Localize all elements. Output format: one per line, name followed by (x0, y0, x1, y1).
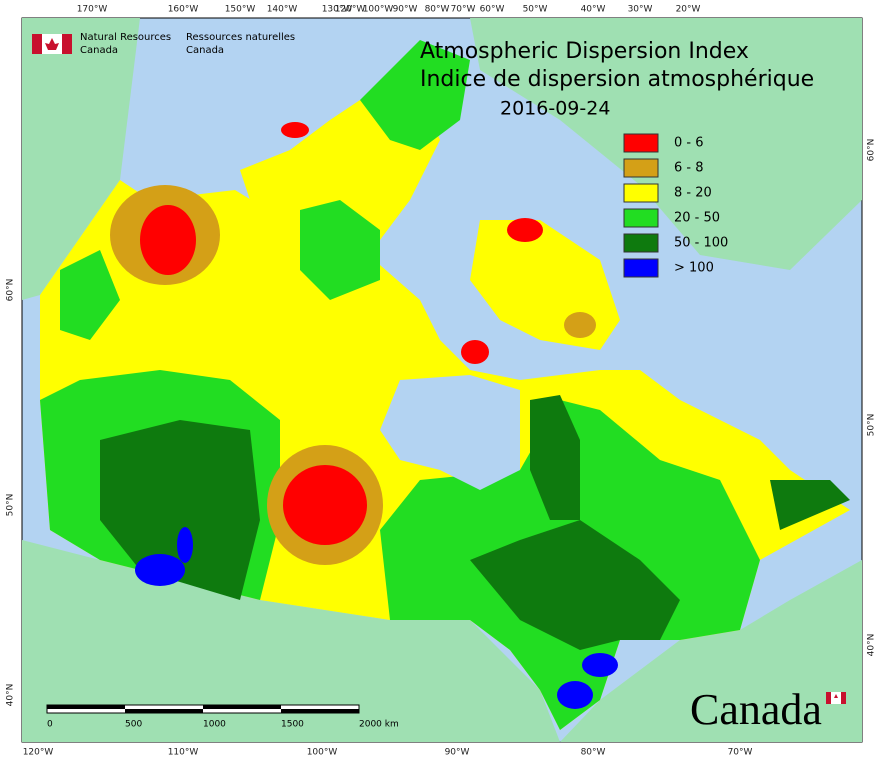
scale-label: 1500 (281, 720, 304, 730)
red-zone (281, 122, 309, 138)
legend-label: > 100 (674, 261, 714, 276)
legend-label: 0 - 6 (674, 136, 704, 151)
legend-swatch (623, 233, 659, 253)
red-zone (507, 218, 543, 242)
longitude-label: 110°W (168, 748, 199, 758)
quebec-dark (530, 395, 580, 520)
orange-zone (564, 312, 596, 338)
title: Atmospheric Dispersion Index (420, 39, 749, 64)
prairie-dark (100, 420, 260, 600)
blue-zone (135, 554, 185, 586)
legend-swatch (623, 158, 659, 178)
blue-zone (177, 527, 193, 563)
scale-bar (46, 704, 360, 714)
hudson-bay (380, 375, 520, 490)
agency-en: Natural Resources (80, 32, 171, 43)
alaska (22, 18, 140, 300)
usa (22, 540, 560, 742)
longitude-label: 70°W (451, 5, 476, 15)
title: Indice de dispersion atmosphérique (420, 67, 814, 92)
latitude-label: 60°N (6, 279, 16, 302)
nl-dark (770, 480, 850, 530)
date: 2016-09-24 (500, 98, 610, 120)
yukon-green (60, 250, 120, 340)
longitude-label: 20°W (676, 5, 701, 15)
scale-label: 1000 (203, 720, 226, 730)
longitude-label: 30°W (628, 5, 653, 15)
red-zone (283, 465, 367, 545)
red-zone (140, 205, 196, 275)
legend-label: 6 - 8 (674, 161, 704, 176)
longitude-label: 90°W (393, 5, 418, 15)
wordmark: Canada (690, 685, 822, 734)
longitude-label: 60°W (480, 5, 505, 15)
legend-label: 20 - 50 (674, 211, 720, 226)
logo (32, 34, 72, 54)
scale-label: 500 (125, 720, 142, 730)
scale-label: 0 (47, 720, 53, 730)
latitude-label: 50°N (867, 414, 877, 437)
ontario-dark (470, 520, 680, 650)
longitude-label: 100°W (307, 748, 338, 758)
longitude-label: 170°W (77, 5, 108, 15)
longitude-label: 120°W (335, 5, 366, 15)
ellesmere (360, 40, 470, 150)
legend-swatch (623, 258, 659, 278)
arctic-green (300, 200, 380, 300)
latitude-label: 40°N (6, 684, 16, 707)
usa-east (560, 560, 862, 742)
longitude-label: 70°W (728, 748, 753, 758)
longitude-label: 120°W (23, 748, 54, 758)
red-zone (461, 340, 489, 364)
legend-label: 8 - 20 (674, 186, 712, 201)
longitude-label: 130°W (322, 5, 353, 15)
longitude-label: 140°W (267, 5, 298, 15)
latitude-label: 40°N (867, 634, 877, 657)
latitude-label: 60°N (867, 139, 877, 162)
longitude-label: 80°W (581, 748, 606, 758)
agency-fr: Ressources naturelles (186, 32, 295, 43)
greenland (470, 18, 862, 270)
longitude-label: 150°W (225, 5, 256, 15)
latitude-label: 50°N (6, 494, 16, 517)
agency-fr: Canada (186, 45, 224, 56)
scale-label: 2000 km (359, 720, 399, 730)
blue-zone (557, 681, 593, 709)
legend-swatch (623, 183, 659, 203)
longitude-label: 160°W (168, 5, 199, 15)
legend-label: 50 - 100 (674, 236, 728, 251)
legend-swatch (623, 208, 659, 228)
longitude-label: 100°W (363, 5, 394, 15)
blue-zone (582, 653, 618, 677)
longitude-label: 50°W (523, 5, 548, 15)
legend-swatch (623, 133, 659, 153)
wordmark-flag (826, 692, 846, 704)
agency-en: Canada (80, 45, 118, 56)
longitude-label: 90°W (445, 748, 470, 758)
longitude-label: 40°W (581, 5, 606, 15)
longitude-label: 80°W (425, 5, 450, 15)
